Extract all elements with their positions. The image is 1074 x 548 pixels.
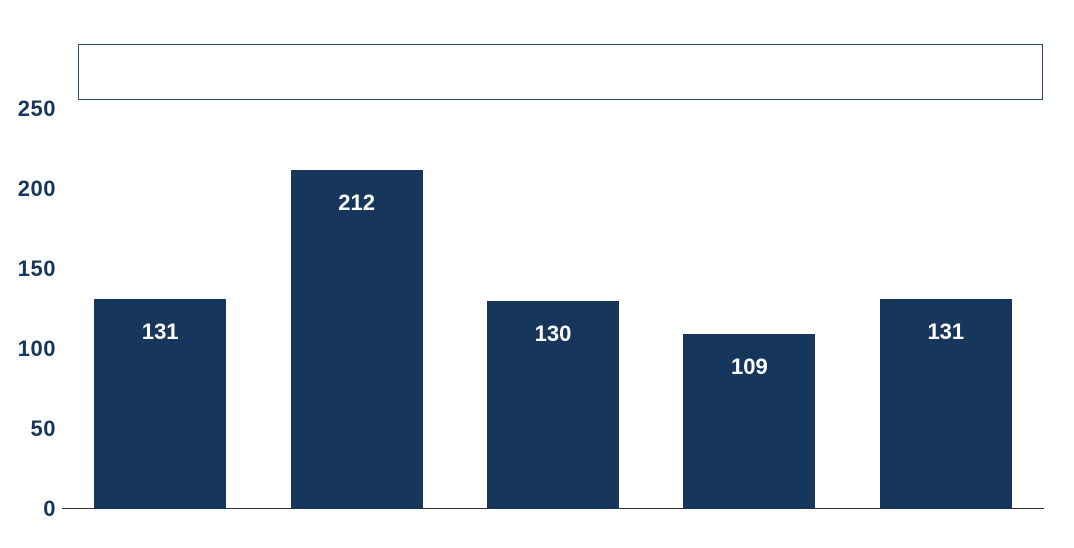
bar-chart: 0 50 100 150 200 250 131 212 130 109 131 (0, 0, 1074, 548)
bar: 131 (880, 299, 1012, 509)
bar-value-label: 130 (487, 321, 619, 347)
bar-value-label: 109 (683, 354, 815, 380)
y-tick-label: 100 (18, 336, 62, 362)
chart-title-box (78, 44, 1043, 100)
y-tick-label: 200 (18, 176, 62, 202)
bar: 130 (487, 301, 619, 509)
bar: 109 (683, 334, 815, 508)
y-tick-label: 250 (18, 96, 62, 122)
plot-area: 050100150200250131212130109131 (62, 109, 1044, 509)
bar: 212 (291, 170, 423, 509)
bar-value-label: 131 (94, 319, 226, 345)
bar-value-label: 212 (291, 190, 423, 216)
y-tick-label: 150 (18, 256, 62, 282)
y-tick-label: 0 (43, 496, 62, 522)
bar: 131 (94, 299, 226, 509)
bar-value-label: 131 (880, 319, 1012, 345)
y-tick-label: 50 (31, 416, 62, 442)
